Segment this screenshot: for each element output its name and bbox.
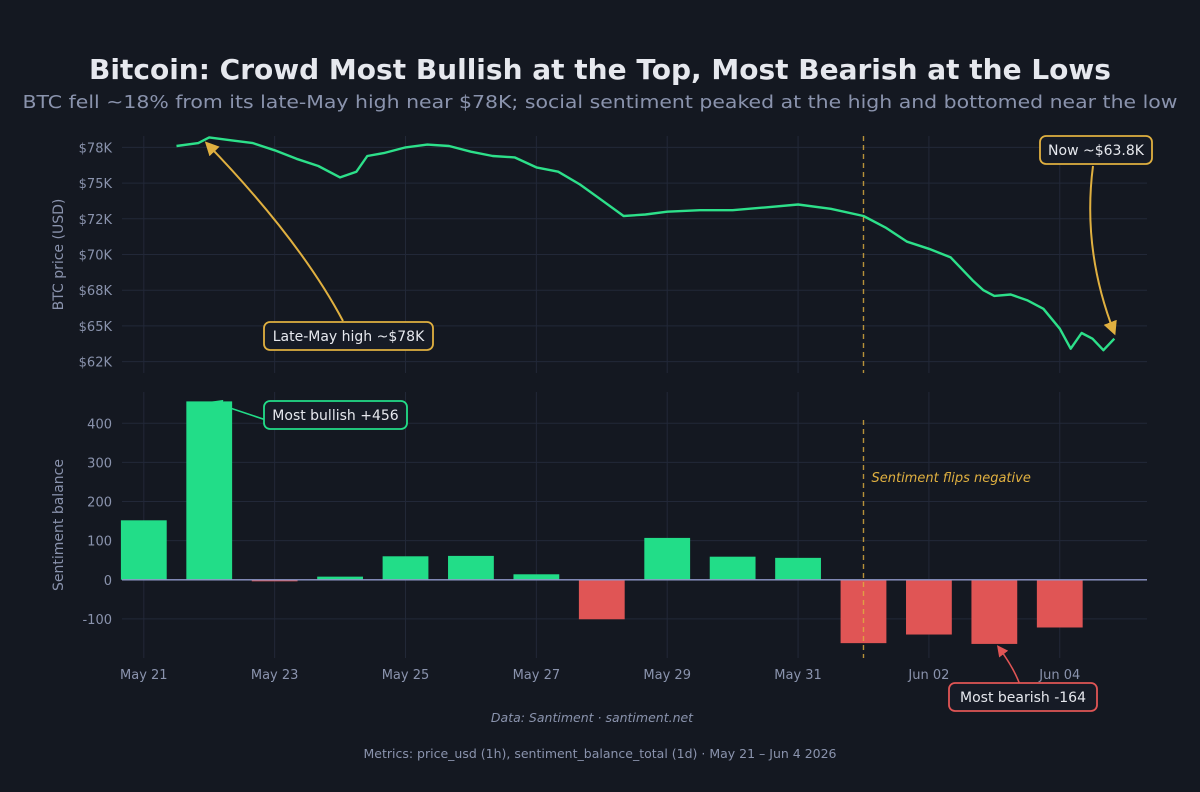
sentiment-bar [186, 401, 233, 580]
price-tick-label: $65K [79, 320, 113, 335]
bear-annotation-label: Most bearish -164 [960, 690, 1086, 706]
chart-title: Bitcoin: Crowd Most Bullish at the Top, … [89, 53, 1111, 86]
price-tick-label: $72K [79, 213, 113, 228]
sent-tick-label: 400 [87, 417, 112, 432]
high-annotation-arrow [204, 141, 344, 322]
sent-tick-label: 200 [87, 496, 112, 511]
chart-subtitle: BTC fell ~18% from its late-May high nea… [23, 92, 1178, 113]
price-axis-label: BTC price (USD) [51, 199, 67, 311]
sentiment-bar [578, 579, 625, 620]
price-tick-label: $75K [79, 177, 113, 192]
price-tick-label: $68K [79, 284, 113, 299]
sentiment-bar [120, 520, 167, 580]
sentiment-bar [448, 555, 494, 580]
now-annotation-arrow [1089, 165, 1117, 336]
sentiment-bar [251, 579, 298, 582]
sentiment-panel: May 21 May 23 May 25 May 27 May 29 May 31 Jun … [51, 392, 1147, 712]
price-series-line [176, 136, 1116, 352]
high-annotation-label: Late-May high ~$78K [273, 329, 425, 345]
sentiment-bar [317, 576, 363, 580]
source-note: Data: Santiment · santiment.net [491, 710, 694, 725]
price-tick-label: $70K [79, 249, 113, 264]
bull-annotation-arrow [211, 399, 267, 421]
sentiment-bar [775, 557, 821, 580]
sentiment-bar [1036, 579, 1083, 628]
sentiment-bar [382, 556, 429, 580]
metrics-footer: Metrics: price_usd (1h), sentiment_balan… [363, 746, 836, 761]
sent-tick-label: 300 [87, 456, 112, 471]
bull-annotation-label: Most bullish +456 [272, 408, 398, 424]
x-tick-label: May 21 [120, 668, 168, 683]
sent-axis-label: Sentiment balance [51, 459, 67, 591]
bear-annotation-arrow [997, 645, 1021, 686]
x-tick-label: May 27 [513, 668, 561, 683]
sent-tick-label: -100 [82, 613, 112, 628]
flip-annotation: Sentiment flips negative [871, 471, 1030, 486]
sentiment-bar [644, 537, 691, 580]
high-annotation-box [263, 321, 434, 351]
x-tick-label: May 31 [774, 668, 822, 683]
x-tick-label: Jun 04 [1038, 668, 1080, 683]
now-annotation-label: Now ~$63.8K [1048, 143, 1145, 159]
sent-tick-label: 0 [104, 574, 112, 589]
price-tick-label: $62K [79, 356, 113, 371]
bull-annotation-box [263, 400, 408, 430]
price-tick-label: $78K [79, 141, 113, 156]
x-tick-label: Jun 02 [907, 668, 949, 683]
sentiment-bar [906, 579, 952, 635]
price-panel: $62K $65K $68K $70K $72K $75K $78K BTC price (U… [51, 135, 1153, 373]
x-tick-label: May 23 [251, 668, 299, 683]
sentiment-bar [513, 574, 560, 580]
sentiment-bar [709, 556, 756, 580]
x-tick-label: May 25 [382, 668, 430, 683]
sentiment-bar [971, 579, 1018, 644]
x-tick-label: May 29 [643, 668, 691, 683]
sent-tick-label: 100 [87, 535, 112, 550]
now-annotation-box [1039, 135, 1153, 165]
bear-annotation-box [948, 682, 1098, 712]
